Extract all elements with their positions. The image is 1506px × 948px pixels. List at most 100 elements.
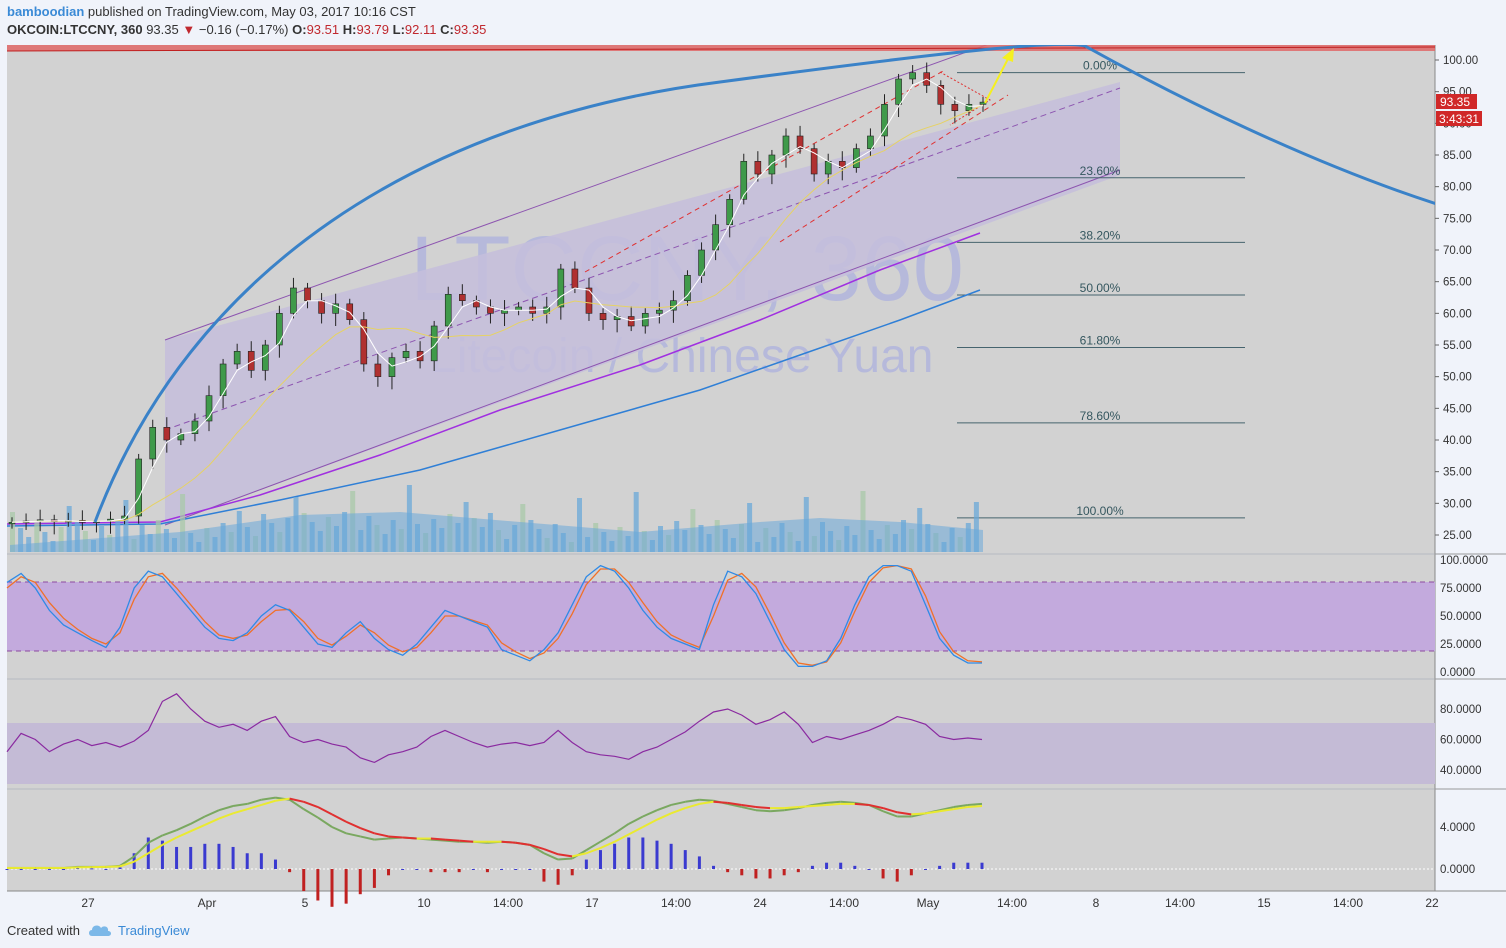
price-tick-label: 75.00 bbox=[1443, 213, 1472, 225]
time-axis[interactable]: 27 Apr 5 10 14:00 17 14:00 24 14:00 May 14:00 8 14:0… bbox=[81, 896, 1439, 910]
high-value: 93.79 bbox=[356, 22, 389, 37]
candle-body bbox=[163, 427, 171, 441]
macd-hist-bar bbox=[302, 869, 306, 892]
open-value: 93.51 bbox=[306, 22, 340, 37]
tradingview-cloud-icon bbox=[88, 923, 112, 940]
macd-segment bbox=[953, 803, 969, 809]
macd-segment bbox=[882, 810, 898, 818]
macd-hist-bar bbox=[358, 869, 362, 895]
macd-hist-bar bbox=[881, 869, 885, 879]
footer: Created with TradingView bbox=[0, 912, 1506, 948]
macd-segment bbox=[232, 802, 248, 807]
macd-hist-bar bbox=[485, 869, 489, 873]
close-label: C: bbox=[440, 22, 454, 37]
macd-hist-bar bbox=[429, 869, 433, 873]
open-label: O: bbox=[292, 22, 307, 37]
macd-segment bbox=[741, 806, 757, 812]
candle-body bbox=[8, 522, 16, 525]
macd-hist-bar bbox=[938, 865, 942, 869]
signal-segment bbox=[543, 848, 559, 856]
macd-hist-bar bbox=[47, 869, 51, 870]
macd-hist-bar bbox=[118, 867, 122, 869]
signal-segment bbox=[459, 839, 474, 843]
candle-body bbox=[219, 363, 227, 396]
candle-body bbox=[796, 135, 804, 149]
macd-hist-bar bbox=[443, 869, 447, 873]
macd-hist-bar bbox=[387, 869, 391, 876]
candle-body bbox=[290, 287, 297, 314]
signal-segment bbox=[402, 836, 417, 840]
resistance-zone bbox=[7, 45, 1435, 51]
signal-segment bbox=[161, 836, 178, 846]
macd-hist-bar bbox=[598, 850, 602, 869]
price-tick-label: 85.00 bbox=[1443, 150, 1472, 162]
signal-segment bbox=[345, 820, 361, 829]
candle-body bbox=[937, 85, 945, 105]
signal-segment bbox=[656, 812, 672, 821]
author-link[interactable]: bamboodian bbox=[7, 4, 85, 19]
time-tick-label: 27 bbox=[81, 896, 95, 910]
indicator-tick-label: 4.0000 bbox=[1440, 822, 1475, 834]
macd-hist-bar bbox=[669, 843, 673, 869]
macd-hist-bar bbox=[245, 853, 249, 869]
candle-body bbox=[332, 303, 339, 314]
signal-segment bbox=[628, 826, 644, 836]
macd-hist-bar bbox=[273, 859, 277, 869]
macd-segment bbox=[331, 826, 347, 835]
signal-segment bbox=[515, 841, 530, 846]
signal-segment bbox=[699, 800, 714, 805]
parabolic-arc bbox=[93, 45, 1435, 523]
macd-segment bbox=[784, 807, 799, 812]
macd-segment bbox=[670, 800, 686, 806]
candle-body bbox=[515, 306, 522, 311]
macd-hist-bar bbox=[796, 869, 800, 873]
candle-body bbox=[374, 363, 382, 377]
macd-segment bbox=[826, 800, 841, 804]
signal-segment bbox=[727, 801, 742, 806]
candle-body bbox=[740, 161, 748, 200]
macd-hist-bar bbox=[627, 837, 631, 869]
signal-segment bbox=[289, 797, 304, 803]
indicator-tick-label: 0.0000 bbox=[1440, 864, 1475, 876]
signal-segment bbox=[388, 835, 403, 839]
candle-body bbox=[824, 161, 832, 175]
macd-hist-bar bbox=[570, 869, 574, 876]
candle-body bbox=[627, 316, 635, 327]
macd-hist-bar bbox=[33, 869, 37, 870]
signal-segment bbox=[232, 808, 248, 815]
macd-hist-bar bbox=[372, 869, 376, 888]
candle-body bbox=[867, 135, 874, 149]
macd-hist-bar bbox=[810, 865, 814, 869]
macd-segment bbox=[755, 809, 771, 813]
tradingview-link[interactable]: TradingView bbox=[118, 923, 190, 938]
macd-hist-bar bbox=[895, 869, 899, 882]
time-tick-label: 10 bbox=[417, 896, 431, 910]
macd-segment bbox=[656, 804, 672, 812]
macd-hist-bar bbox=[782, 869, 786, 876]
candle-body bbox=[853, 148, 860, 168]
signal-segment bbox=[812, 803, 827, 807]
signal-segment bbox=[218, 812, 234, 820]
macd-hist-bar bbox=[923, 869, 927, 870]
candle-body bbox=[543, 306, 551, 314]
macd-segment bbox=[812, 801, 827, 806]
signal-segment bbox=[882, 807, 898, 814]
volume-bar bbox=[42, 532, 48, 552]
symbol-title[interactable]: OKCOIN:LTCCNY, 360 bbox=[7, 22, 143, 37]
signal-segment bbox=[854, 802, 870, 806]
signal-segment bbox=[670, 807, 686, 815]
candle-body bbox=[641, 313, 649, 327]
ma-blue bbox=[7, 289, 981, 527]
macd-hist-bar bbox=[415, 869, 419, 870]
macd-hist-bar bbox=[104, 869, 108, 870]
time-tick-label: 24 bbox=[753, 896, 767, 910]
macd-hist-bar bbox=[316, 869, 320, 901]
signal-segment bbox=[261, 799, 276, 806]
indicator-tick-label: 50.0000 bbox=[1440, 611, 1482, 623]
macd-hist-bar bbox=[217, 843, 221, 869]
candle-body bbox=[262, 344, 269, 371]
signal-segment bbox=[374, 832, 389, 838]
volume-bar bbox=[180, 494, 186, 552]
macd-segment bbox=[147, 834, 163, 844]
signal-segment bbox=[501, 840, 516, 844]
